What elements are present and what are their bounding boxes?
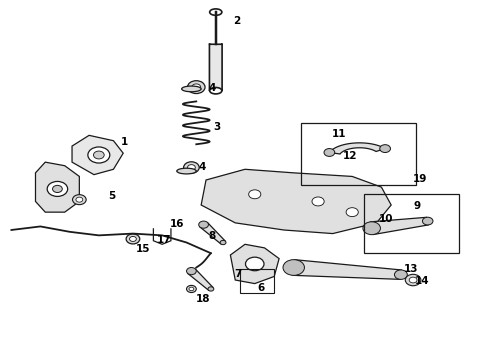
Ellipse shape — [187, 267, 196, 275]
Text: 12: 12 — [343, 151, 357, 161]
Ellipse shape — [312, 197, 324, 206]
Ellipse shape — [248, 190, 261, 199]
Text: 16: 16 — [170, 219, 184, 229]
Ellipse shape — [380, 145, 391, 153]
Text: 4: 4 — [199, 162, 206, 172]
Polygon shape — [188, 269, 213, 290]
Text: 9: 9 — [413, 201, 420, 211]
Text: 15: 15 — [135, 244, 150, 253]
Ellipse shape — [324, 149, 335, 156]
Ellipse shape — [188, 81, 205, 94]
Ellipse shape — [73, 195, 86, 204]
Text: 18: 18 — [196, 294, 211, 303]
Text: 13: 13 — [403, 264, 418, 274]
Text: 11: 11 — [332, 129, 346, 139]
Ellipse shape — [210, 87, 222, 94]
Text: 8: 8 — [208, 231, 216, 242]
Ellipse shape — [184, 162, 199, 173]
Bar — [365, 194, 460, 253]
Ellipse shape — [187, 285, 196, 293]
Ellipse shape — [363, 222, 380, 235]
Ellipse shape — [245, 257, 264, 271]
Text: 17: 17 — [157, 235, 172, 245]
Polygon shape — [72, 135, 123, 175]
Ellipse shape — [47, 181, 68, 197]
Polygon shape — [201, 169, 391, 234]
Ellipse shape — [88, 147, 110, 163]
Text: 3: 3 — [213, 122, 220, 132]
Polygon shape — [35, 162, 79, 212]
Ellipse shape — [199, 221, 208, 228]
Text: 2: 2 — [233, 16, 240, 26]
Ellipse shape — [177, 168, 196, 174]
Ellipse shape — [52, 185, 62, 193]
Ellipse shape — [188, 165, 196, 170]
Ellipse shape — [394, 270, 407, 279]
Polygon shape — [370, 217, 429, 235]
Ellipse shape — [405, 274, 421, 286]
Ellipse shape — [210, 9, 222, 15]
Polygon shape — [230, 244, 279, 284]
Ellipse shape — [182, 86, 201, 92]
Polygon shape — [293, 260, 401, 279]
Ellipse shape — [283, 260, 304, 275]
Ellipse shape — [422, 217, 433, 225]
Ellipse shape — [126, 234, 140, 244]
Bar — [301, 123, 416, 185]
Text: 10: 10 — [379, 213, 393, 224]
Ellipse shape — [76, 197, 83, 202]
Text: 1: 1 — [121, 138, 128, 148]
Ellipse shape — [409, 277, 417, 283]
Text: 14: 14 — [415, 276, 429, 286]
Text: 5: 5 — [109, 191, 116, 201]
FancyBboxPatch shape — [209, 44, 222, 91]
Ellipse shape — [129, 237, 136, 242]
Ellipse shape — [94, 151, 104, 159]
Ellipse shape — [346, 208, 358, 217]
Text: 6: 6 — [257, 283, 265, 293]
Ellipse shape — [192, 84, 201, 90]
Text: 4: 4 — [208, 83, 216, 93]
Ellipse shape — [208, 287, 214, 291]
Polygon shape — [329, 143, 385, 154]
Polygon shape — [200, 222, 225, 244]
Ellipse shape — [189, 287, 194, 291]
Text: 19: 19 — [413, 174, 427, 184]
Ellipse shape — [220, 240, 226, 245]
Bar — [240, 269, 274, 293]
Text: 7: 7 — [234, 269, 242, 279]
